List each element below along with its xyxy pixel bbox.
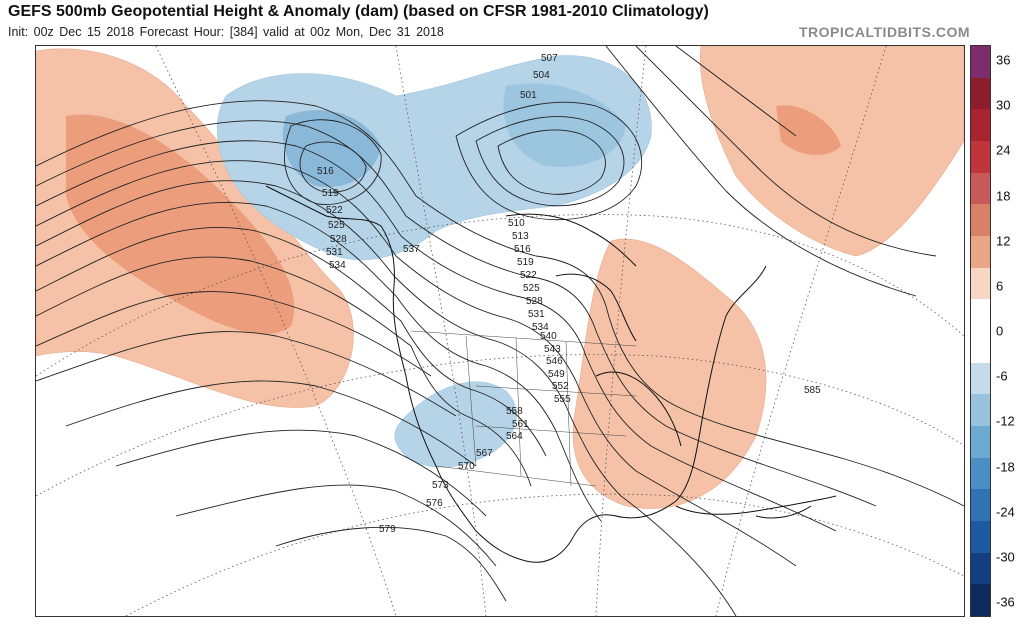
contour-label: 534 [532,322,549,333]
contour-label: 549 [548,369,565,380]
contour-label: 585 [804,385,821,396]
contour-label: 540 [540,331,557,342]
contour-label: 558 [506,406,523,417]
colorbar-segment [971,394,990,427]
contour-label: 531 [528,309,545,320]
colorbar-segment [971,236,990,269]
graticule [36,46,964,616]
map-title: GEFS 500mb Geopotential Height & Anomaly… [8,3,709,20]
colorbar [970,45,991,617]
colorbar-segment [971,521,990,554]
contour-label: 516 [317,166,334,177]
contour-label: 510 [508,218,525,229]
contour-label: 501 [520,90,537,101]
anomaly-cold-canada-core [503,83,626,167]
contour-label: 570 [458,461,475,472]
brand-watermark: TROPICALTIDBITS.COM [798,24,970,40]
colorbar-label: 30 [996,97,1011,113]
contour-label: 537 [403,244,420,255]
colorbar-label: 0 [996,323,1004,339]
contour-label: 507 [541,53,558,64]
us-state-borders [410,330,637,487]
contour-label: 522 [326,205,343,216]
contour-label: 579 [379,524,396,535]
colorbar-label: -24 [996,504,1015,520]
colorbar-label: -30 [996,549,1015,565]
colorbar-label: 36 [996,52,1011,68]
contour-label: 522 [520,270,537,281]
contour-label: 525 [328,220,345,231]
colorbar-segment [971,77,990,110]
contour-label: 552 [552,381,569,392]
contour-label: 525 [523,283,540,294]
contour-label: 567 [476,448,493,459]
map-canvas: 507 504 501 516 519 522 525 528 531 534 537 510 513 5… [36,46,964,616]
contour-label: 528 [526,296,543,307]
colorbar-segment [971,267,990,300]
anomaly-warm-pacific-core [66,114,295,335]
contour-label: 531 [326,247,343,258]
contour-label: 564 [506,431,523,442]
colorbar-label: 12 [996,233,1011,249]
colorbar-label: -12 [996,413,1015,429]
colorbar-segment [971,172,990,205]
colorbar-segment [971,204,990,237]
anomaly-cold-alaska-core [282,110,381,187]
colorbar-segment [971,331,990,364]
contour-label: 504 [533,70,550,81]
colorbar-label: -6 [996,368,1008,384]
colorbar-label: 24 [996,142,1011,158]
contour-label: 519 [517,257,534,268]
contour-label: 576 [426,498,443,509]
contour-label: 555 [554,394,571,405]
map-subtitle: Init: 00z Dec 15 2018 Forecast Hour: [38… [8,25,444,39]
colorbar-segment [971,489,990,522]
contour-label: 561 [512,419,529,430]
colorbar-segment [971,552,990,585]
colorbar-segment [971,426,990,459]
colorbar-label: 18 [996,188,1011,203]
contour-label: 528 [330,234,347,245]
contour-label: 543 [544,344,561,355]
contour-label: 516 [514,244,531,255]
height-contours [36,46,964,616]
contour-label: 546 [546,356,563,367]
anomaly-warm-atlantic-core [776,105,841,156]
contour-label: 573 [432,480,449,491]
colorbar-label: -18 [996,459,1015,474]
contour-label: 513 [512,231,529,242]
colorbar-segment [971,362,990,395]
colorbar-label: 6 [996,278,1004,294]
colorbar-segment [971,46,990,79]
colorbar-label: -36 [996,594,1015,610]
colorbar-segment [971,109,990,142]
colorbar-segment [971,299,990,332]
colorbar-segment [971,457,990,490]
anomaly-cold-southwest [394,381,517,468]
colorbar-segment [971,141,990,174]
colorbar-segment [971,584,990,617]
anomaly-warm-eastern-us [572,238,767,509]
contour-labels: 507 504 501 516 519 522 525 528 531 534 537 510 513 5… [317,53,821,535]
map-panel: 507 504 501 516 519 522 525 528 531 534 537 510 513 5… [35,45,965,617]
contour-label: 519 [322,188,339,199]
contour-label: 534 [329,260,346,271]
